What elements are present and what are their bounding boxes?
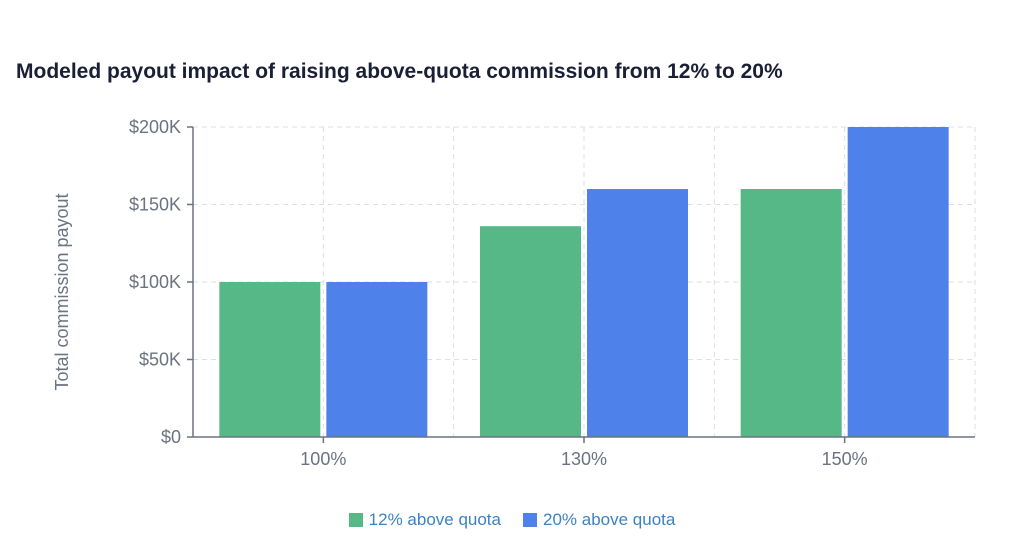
legend: 12% above quota 20% above quota	[0, 510, 1024, 530]
legend-item-series-2: 20% above quota	[523, 510, 675, 530]
legend-item-series-1: 12% above quota	[348, 510, 501, 530]
chart-title: Modeled payout impact of raising above-q…	[16, 60, 783, 83]
bar-2-130%	[587, 189, 688, 437]
y-tick-label: $100K	[129, 272, 181, 292]
x-tick-label: 130%	[561, 449, 607, 469]
chart-svg: $0 $50K $100K $150K $200K 100% 130% 150% Total c…	[52, 117, 976, 469]
bar-2-150%	[847, 127, 949, 437]
bar-1-150%	[740, 189, 842, 437]
legend-swatch-series-1	[348, 513, 363, 527]
y-tick-label: $150K	[129, 195, 181, 215]
x-tick-label: 100%	[300, 449, 346, 469]
y-tick-label: $200K	[129, 117, 181, 137]
y-axis-label: Total commission payout	[52, 193, 72, 390]
bar-1-130%	[480, 226, 581, 437]
bar-2-100%	[326, 282, 428, 437]
y-tick-label: $50K	[139, 350, 181, 370]
legend-swatch-series-2	[523, 513, 537, 527]
legend-label-series-1: 12% above quota	[368, 510, 501, 529]
legend-label-series-2: 20% above quota	[543, 510, 676, 529]
x-tick-label: 150%	[822, 449, 868, 469]
bar-1-100%	[219, 282, 321, 437]
y-tick-label: $0	[161, 427, 181, 447]
